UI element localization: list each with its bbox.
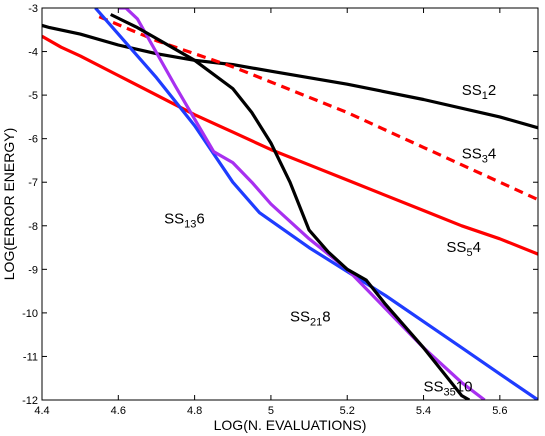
series-line-ss136: [94, 8, 538, 400]
y-tick-label: -5: [28, 90, 38, 102]
series-label-ss12: SS12: [462, 82, 496, 102]
y-tick-label: -9: [28, 264, 38, 276]
y-tick-label: -12: [22, 395, 38, 407]
y-tick-label: -11: [23, 351, 38, 363]
x-tick-label: 5.4: [416, 405, 431, 417]
plot-area: [42, 8, 538, 400]
series-label-ss136: SS136: [164, 211, 205, 231]
series-line-ss3510: [109, 13, 471, 400]
y-tick-label: -6: [28, 134, 38, 146]
ticks-layer: 4.4 4.6 4.8 5 5.2 5.4 5.6 -3 -4 -5 -6 -7 -8 -9 -10 -11 -…: [22, 3, 538, 417]
y-tick-label: -3: [28, 3, 38, 15]
series-label-ss218: SS218: [290, 309, 331, 329]
x-tick-label: 4.8: [187, 405, 202, 417]
x-tick-label: 5.2: [340, 405, 355, 417]
series-labels: SS12 SS34 SS54 SS136 SS218 SS3510: [164, 82, 496, 398]
y-axis-title: LOG(ERROR ENERGY): [1, 128, 17, 280]
x-tick-label: 4.4: [34, 405, 49, 417]
series-label-ss54: SS54: [446, 239, 480, 259]
series-label-ss3510: SS3510: [424, 378, 473, 398]
y-tick-label: -8: [28, 221, 38, 233]
x-axis-title: LOG(N. EVALUATIONS): [214, 417, 367, 433]
y-tick-label: -7: [28, 177, 38, 189]
y-tick-label: -4: [28, 47, 38, 59]
series-line-ss34: [98, 15, 538, 202]
series-layer: [42, 8, 538, 400]
series-line-ss54: [42, 34, 538, 256]
x-tick-label: 5: [268, 405, 274, 417]
plot-frame: [41, 7, 539, 401]
x-tick-label: 5.6: [492, 405, 507, 417]
series-label-ss34: SS34: [462, 145, 496, 165]
y-tick-label: -10: [22, 308, 38, 320]
x-tick-label: 4.6: [111, 405, 126, 417]
series-line-ss12: [42, 23, 538, 130]
